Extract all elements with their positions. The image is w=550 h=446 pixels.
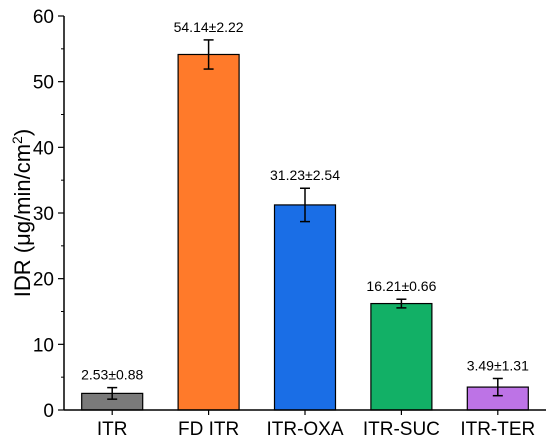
y-tick-label: 50 <box>33 73 54 94</box>
y-tick-label: 20 <box>33 270 54 291</box>
bar-itr-oxa <box>273 204 337 411</box>
error-bar <box>300 187 310 223</box>
error-bar <box>396 298 407 309</box>
y-axis-title: IDR (μg/min/cm2) <box>9 129 35 297</box>
x-tick-label: ITR-OXA <box>266 419 343 440</box>
data-label: 3.49±1.31 <box>467 357 529 373</box>
y-tick-label: 30 <box>33 204 54 225</box>
bars-group <box>81 53 529 411</box>
bar-fd-itr <box>177 53 240 411</box>
error-bar <box>492 377 503 397</box>
x-tick-label: ITR <box>97 419 128 440</box>
y-ticks-group: 0 10 20 30 40 50 60 <box>33 7 64 422</box>
y-tick-label: 60 <box>33 7 54 28</box>
x-tick-label: ITR-TER <box>460 419 535 440</box>
data-label: 31.23±2.54 <box>270 167 340 183</box>
data-label: 16.21±0.66 <box>366 278 436 294</box>
error-bar <box>107 386 118 400</box>
error-bar <box>203 39 214 70</box>
y-tick-label: 0 <box>43 401 54 422</box>
y-tick-label: 40 <box>33 138 54 159</box>
data-labels-group: 2.53±0.88 54.14±2.22 31.23±2.54 16.21±0.66 3… <box>81 19 529 383</box>
data-label: 54.14±2.22 <box>174 19 244 35</box>
x-tick-label: ITR-SUC <box>363 419 440 440</box>
bar-itr-suc <box>370 302 433 411</box>
x-ticks-group: ITR FD ITR ITR-OXA ITR-SUC ITR-TER <box>97 410 535 440</box>
y-tick-label: 10 <box>33 335 54 356</box>
error-bars-group <box>107 39 503 400</box>
data-label: 2.53±0.88 <box>81 367 143 383</box>
x-tick-label: FD ITR <box>178 419 239 440</box>
